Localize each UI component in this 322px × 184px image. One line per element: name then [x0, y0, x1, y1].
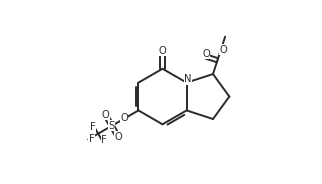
- Text: S: S: [109, 121, 115, 131]
- Text: F: F: [101, 135, 107, 145]
- Text: F: F: [89, 135, 95, 144]
- Text: O: O: [202, 49, 210, 59]
- Text: F: F: [90, 122, 95, 132]
- Text: O: O: [114, 132, 122, 142]
- Text: N: N: [184, 74, 192, 84]
- Text: O: O: [120, 113, 128, 123]
- Text: O: O: [159, 46, 166, 56]
- Text: O: O: [101, 110, 109, 120]
- Text: O: O: [219, 45, 227, 55]
